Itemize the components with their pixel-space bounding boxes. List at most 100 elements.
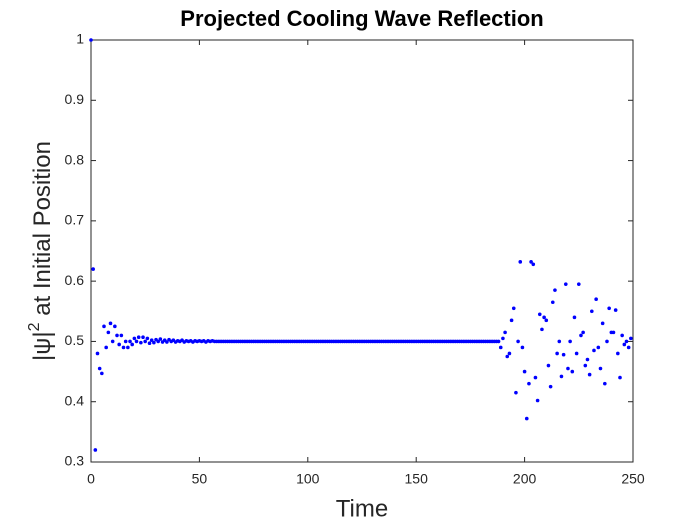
point [553, 288, 557, 292]
y-tick-label: 0.6 [65, 272, 85, 288]
plot-area [90, 39, 634, 463]
point [147, 341, 152, 346]
y-tick-label: 0.5 [65, 332, 85, 348]
point [511, 306, 516, 311]
point [95, 351, 100, 356]
point [598, 366, 603, 371]
point [533, 375, 538, 380]
point [91, 267, 95, 271]
x-tick-label: 100 [296, 471, 320, 487]
point [121, 345, 126, 350]
point [561, 352, 566, 357]
point [620, 333, 624, 338]
x-tick-label: 150 [405, 471, 429, 487]
x-axis-label: Time [336, 495, 388, 522]
point [507, 351, 512, 356]
point [546, 363, 551, 368]
point [587, 372, 592, 377]
point [509, 318, 514, 323]
point [563, 282, 568, 286]
point [104, 345, 108, 350]
y-tick-label: 1 [76, 31, 84, 47]
y-tick-label: 0.7 [65, 212, 85, 228]
point [531, 262, 536, 267]
point [613, 308, 618, 312]
point [113, 324, 117, 329]
point [498, 345, 503, 350]
point [572, 315, 577, 320]
point [145, 336, 150, 341]
y-label-part: at Initial Position [29, 141, 56, 322]
point [550, 300, 555, 305]
point [117, 342, 121, 347]
point [527, 381, 531, 386]
point [624, 339, 629, 344]
point [548, 384, 553, 389]
point [505, 354, 510, 359]
point [501, 336, 505, 341]
x-tick-label: 0 [87, 471, 95, 487]
point [158, 337, 163, 341]
point [559, 374, 564, 379]
point [596, 345, 601, 350]
y-tick-label: 0.9 [65, 91, 85, 107]
y-tick-label: 0.3 [65, 453, 85, 469]
point [524, 416, 529, 421]
point [496, 339, 501, 344]
point [592, 348, 596, 353]
point [126, 345, 130, 350]
point [626, 345, 631, 350]
point [629, 336, 633, 341]
point [618, 375, 622, 380]
point [607, 306, 611, 311]
point [134, 339, 139, 344]
point [594, 297, 598, 302]
y-tick-label: 0.4 [65, 392, 85, 408]
point [540, 327, 544, 332]
y-label-superscript: 2 [26, 322, 43, 331]
point [139, 340, 143, 345]
y-label-part: |ψ| [29, 331, 56, 361]
point [93, 448, 98, 452]
x-tick-label: 200 [513, 471, 537, 487]
point [520, 345, 525, 350]
point [583, 363, 588, 368]
point [156, 339, 161, 344]
point [579, 333, 583, 338]
point [130, 342, 134, 347]
point [132, 336, 137, 341]
point [97, 366, 102, 371]
point [149, 338, 154, 343]
point [100, 371, 104, 376]
point [522, 369, 527, 374]
point [557, 339, 562, 344]
point [115, 333, 119, 338]
point [603, 381, 607, 386]
point [518, 260, 523, 264]
point [141, 335, 145, 340]
chart-title: Projected Cooling Wave Reflection [180, 6, 543, 31]
point [616, 351, 620, 356]
x-tick-label: 250 [621, 471, 645, 487]
point [605, 339, 609, 344]
point [574, 351, 579, 356]
point [136, 335, 141, 340]
point [611, 330, 616, 335]
point [106, 330, 111, 335]
point [542, 315, 546, 320]
point [537, 312, 542, 317]
point [622, 342, 627, 347]
point [590, 309, 594, 314]
point [514, 390, 518, 395]
point [119, 333, 124, 338]
point [102, 324, 106, 329]
point [123, 339, 128, 344]
point [544, 318, 549, 323]
point [529, 260, 533, 264]
point [503, 330, 507, 335]
point [535, 398, 540, 403]
y-tick-label: 0.8 [65, 151, 85, 167]
point [143, 339, 147, 344]
point [570, 369, 575, 374]
